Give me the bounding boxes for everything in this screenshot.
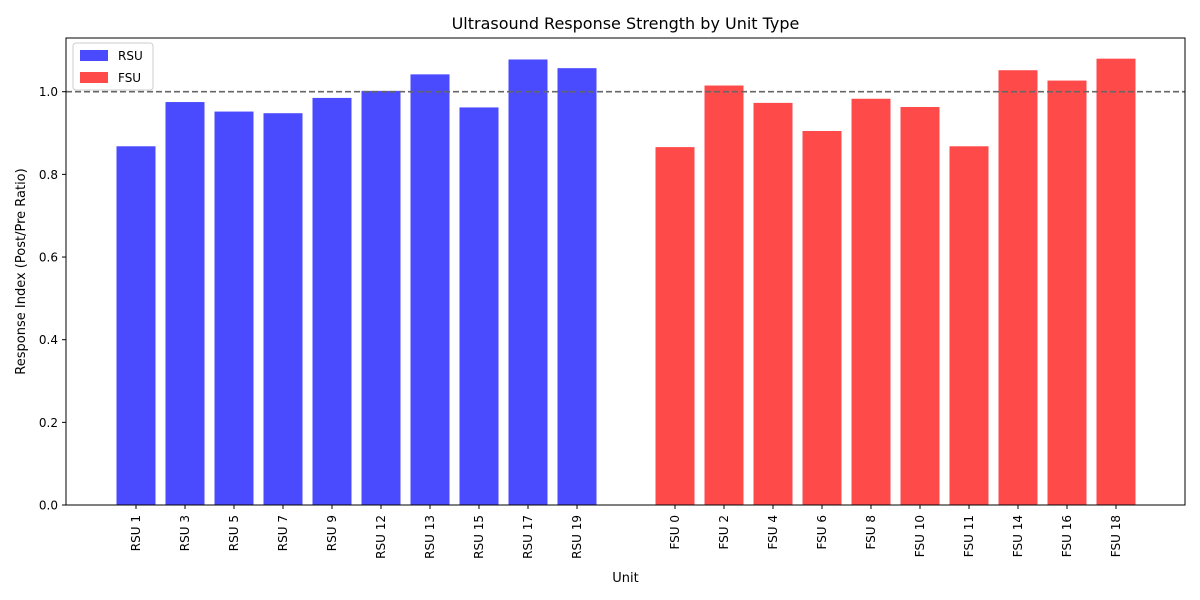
bar-fsu-6 (949, 146, 989, 505)
y-tick-label: 0.4 (39, 333, 58, 347)
y-tick-label: 0.8 (39, 168, 58, 182)
x-tick-label: RSU 13 (423, 515, 437, 559)
bar-fsu-3 (802, 130, 842, 505)
y-tick-label: 1.0 (39, 85, 58, 99)
y-tick-label: 0.2 (39, 416, 58, 430)
bar-fsu-2 (753, 102, 793, 506)
x-axis-label: Unit (612, 571, 638, 586)
bar-rsu-5 (361, 90, 401, 506)
x-axis: RSU 1 RSU 3 RSU 5 RSU 7 RSU 9 RSU 12 RSU 13 RSU… (129, 505, 1123, 559)
bar-rsu-8 (508, 59, 548, 505)
x-tick-label: RSU 9 (325, 515, 339, 551)
bar-fsu-0 (655, 147, 695, 505)
bar-fsu-9 (1096, 58, 1136, 505)
x-tick-label: RSU 5 (227, 515, 241, 551)
bar-rsu-6 (410, 74, 450, 506)
x-tick-label: RSU 7 (276, 515, 290, 551)
x-tick-label: FSU 16 (1060, 515, 1074, 557)
bar-rsu-4 (312, 97, 352, 506)
x-tick-label: FSU 6 (815, 515, 829, 550)
y-tick-label: 0.6 (39, 251, 58, 265)
bar-fsu-5 (900, 107, 940, 505)
x-tick-label: FSU 2 (717, 515, 731, 550)
plot-frame (65, 37, 1186, 506)
bar-rsu-7 (459, 107, 499, 506)
y-axis-label: Response Index (Post/Pre Ratio) (14, 168, 29, 374)
x-tick-label: FSU 18 (1109, 515, 1123, 557)
bar-rsu-1 (165, 102, 205, 505)
x-tick-label: FSU 4 (766, 515, 780, 550)
chart-title: Ultrasound Response Strength by Unit Typ… (452, 14, 800, 33)
y-tick-label: 0.0 (39, 499, 58, 513)
legend-swatch-rsu (80, 50, 108, 61)
bar-rsu-9 (557, 68, 597, 505)
y-axis: 0.0 0.2 0.4 0.6 0.8 1.0 (39, 85, 66, 513)
x-tick-label: RSU 15 (472, 515, 486, 559)
bars-layer (116, 58, 1136, 506)
bar-fsu-7 (998, 70, 1038, 505)
legend-label-fsu: FSU (118, 71, 141, 85)
x-tick-label: RSU 17 (521, 515, 535, 559)
x-tick-label: RSU 1 (129, 515, 143, 551)
legend-swatch-fsu (80, 72, 108, 83)
x-tick-label: FSU 14 (1011, 515, 1025, 557)
legend: RSU FSU (72, 42, 154, 91)
x-tick-label: FSU 10 (913, 515, 927, 557)
bar-fsu-1 (704, 85, 744, 505)
x-tick-label: RSU 3 (178, 515, 192, 551)
bar-rsu-3 (263, 113, 303, 505)
legend-label-rsu: RSU (118, 49, 143, 63)
bar-rsu-0 (116, 146, 156, 505)
x-tick-label: RSU 12 (374, 515, 388, 559)
x-tick-label: RSU 19 (570, 515, 584, 559)
bar-fsu-8 (1047, 80, 1087, 505)
x-tick-label: FSU 11 (962, 515, 976, 557)
bar-fsu-4 (851, 98, 891, 505)
bar-rsu-2 (214, 111, 254, 505)
x-tick-label: FSU 8 (864, 515, 878, 550)
x-tick-label: FSU 0 (668, 515, 682, 550)
